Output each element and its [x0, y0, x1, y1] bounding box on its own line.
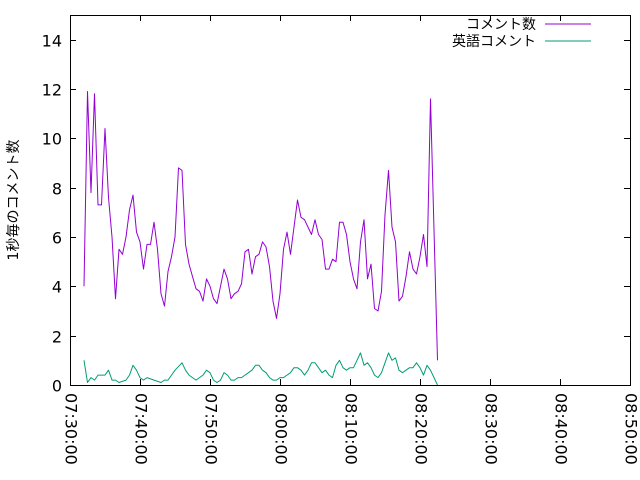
- x-tick-label: 07:50:00: [202, 393, 221, 465]
- x-tick-label: 07:40:00: [132, 393, 151, 465]
- y-tick-label: 4: [52, 278, 62, 297]
- y-tick-label: 2: [52, 328, 62, 347]
- y-tick-label: 10: [42, 130, 62, 149]
- y-tick-label: 8: [52, 180, 62, 199]
- ticks-layer: 0 2 4 6 8 10 12 14 07:30:00 07:40:00 07:50:00 08:00…: [42, 15, 640, 465]
- legend-label-comments: コメント数: [466, 17, 536, 33]
- x-tick-label: 08:40:00: [552, 393, 571, 465]
- x-tick-label: 08:20:00: [412, 393, 431, 465]
- y-tick-label: 12: [42, 81, 62, 100]
- legend: コメント数 英語コメント: [452, 17, 591, 50]
- series-layer: [83, 91, 438, 386]
- y-tick-label: 0: [52, 377, 62, 396]
- series-line-english-comments: [83, 352, 438, 386]
- y-axis-label: 1秒毎のコメント数: [6, 140, 22, 261]
- x-tick-label: 08:00:00: [272, 393, 291, 465]
- x-tick-label: 08:10:00: [342, 393, 361, 465]
- legend-label-english-comments: 英語コメント: [452, 33, 536, 50]
- y-tick-label: 14: [42, 32, 62, 51]
- x-tick-label: 08:50:00: [622, 393, 640, 465]
- y-tick-label: 6: [52, 229, 62, 248]
- series-line-comments: [83, 91, 438, 361]
- x-tick-label: 08:30:00: [482, 393, 501, 465]
- x-tick-label: 07:30:00: [62, 393, 81, 465]
- plot-frame: [70, 15, 631, 386]
